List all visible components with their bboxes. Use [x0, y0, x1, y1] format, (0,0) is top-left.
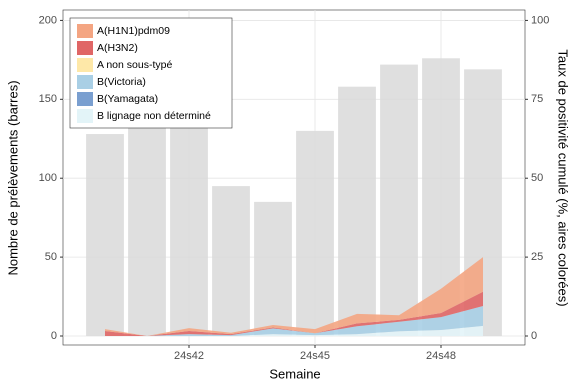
y2-tick-label: 100	[531, 14, 549, 26]
y-tick-label: 150	[39, 93, 57, 105]
x-tick-label: 24s45	[300, 350, 330, 362]
bar	[86, 134, 124, 337]
bar	[212, 186, 250, 337]
legend-swatch	[77, 41, 93, 55]
y-tick-label: 200	[39, 14, 57, 26]
y2-tick-label: 25	[531, 251, 543, 263]
y2-tick-label: 0	[531, 330, 537, 342]
legend-swatch	[77, 58, 93, 72]
x-tick-label: 24s42	[174, 350, 204, 362]
y-tick-label: 0	[51, 330, 57, 342]
area	[105, 257, 483, 336]
bar	[254, 201, 292, 337]
x-axis-title: Semaine	[269, 366, 320, 381]
legend-label: A(H1N1)pdm09	[97, 25, 170, 37]
legend-label: B(Yamagata)	[97, 93, 158, 105]
y-tick-label: 100	[39, 172, 57, 184]
y2-tick-label: 50	[531, 172, 543, 184]
legend-swatch	[77, 109, 93, 123]
y-tick-label: 50	[45, 251, 57, 263]
bar	[380, 64, 418, 337]
bar	[128, 127, 166, 337]
bar	[296, 130, 334, 337]
legend-label: B lignage non déterminé	[97, 110, 211, 122]
legend-label: A non sous-typé	[97, 59, 172, 71]
legend-label: A(H3N2)	[97, 42, 138, 54]
legend-label: B(Victoria)	[97, 76, 146, 88]
area	[105, 306, 483, 336]
legend: A(H1N1)pdm09 A(H3N2) A non sous-typé B(Vict…	[69, 17, 233, 129]
legend-swatch	[77, 92, 93, 106]
y2-axis-title: Taux de positivité cumulé (%, aires colo…	[556, 49, 571, 306]
x-tick-label: 24s48	[426, 350, 456, 362]
y-axis-title: Nombre de prélèvements (barres)	[5, 80, 20, 275]
area	[105, 325, 483, 336]
bar	[170, 124, 208, 337]
legend-swatch	[77, 75, 93, 89]
legend-box	[69, 17, 233, 129]
y2-tick-label: 75	[531, 93, 543, 105]
bar	[338, 86, 376, 337]
legend-swatch	[77, 24, 93, 38]
